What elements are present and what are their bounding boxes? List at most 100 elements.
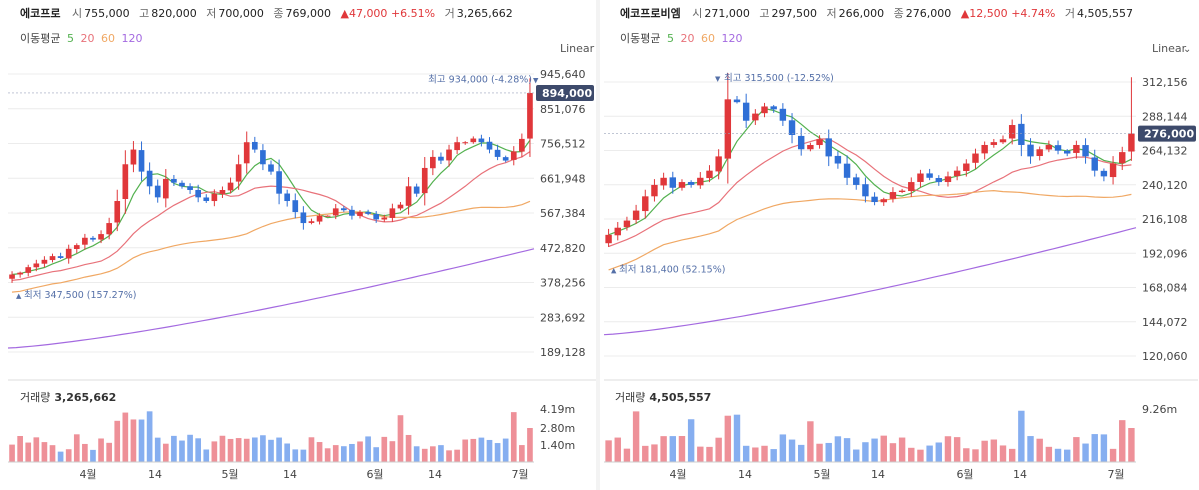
candle-body[interactable]	[251, 141, 258, 150]
candle-body[interactable]	[454, 142, 460, 151]
candle-body[interactable]	[779, 108, 787, 121]
candle-body[interactable]	[1036, 149, 1043, 157]
candle-body[interactable]	[316, 215, 323, 222]
candle-body[interactable]	[90, 237, 96, 240]
candle-body[interactable]	[462, 142, 469, 144]
candle-body[interactable]	[862, 184, 869, 197]
candle-body[interactable]	[807, 144, 814, 150]
candle-body[interactable]	[953, 170, 961, 177]
candle-body[interactable]	[300, 212, 307, 224]
candle-body[interactable]	[1100, 170, 1108, 177]
candle-body[interactable]	[1008, 125, 1016, 139]
candle-body[interactable]	[1119, 152, 1126, 164]
candle-body[interactable]	[678, 182, 686, 188]
candle-body[interactable]	[25, 267, 32, 273]
candle-body[interactable]	[438, 156, 444, 161]
candle-body[interactable]	[752, 113, 759, 121]
candle-body[interactable]	[660, 177, 667, 186]
candle-body[interactable]	[130, 149, 137, 165]
candle-body[interactable]	[171, 178, 177, 183]
candle-body[interactable]	[114, 201, 121, 223]
candle-body[interactable]	[788, 120, 796, 135]
candle-body[interactable]	[972, 153, 979, 163]
candle-body[interactable]	[706, 170, 713, 179]
chevron-down-icon[interactable]: ⌄	[1183, 44, 1192, 55]
candle-body[interactable]	[179, 182, 185, 187]
candle-body[interactable]	[605, 234, 612, 244]
candle-body[interactable]	[527, 92, 533, 139]
candle-body[interactable]	[430, 156, 436, 169]
candle-body[interactable]	[733, 99, 741, 103]
candle-body[interactable]	[944, 176, 952, 183]
candle-body[interactable]	[17, 272, 23, 275]
candle-body[interactable]	[880, 199, 887, 203]
candle-body[interactable]	[1063, 150, 1071, 154]
candle-body[interactable]	[687, 181, 695, 185]
scale-toggle[interactable]: Linear	[560, 42, 595, 55]
candle-body[interactable]	[260, 150, 266, 165]
candle-body[interactable]	[642, 196, 649, 212]
candlestick-chart-ecoprobm[interactable]: 312,156 288,144 264,132 240,120 216,108 192,0…	[600, 0, 1199, 490]
candle-body[interactable]	[33, 263, 40, 268]
candle-body[interactable]	[926, 173, 933, 178]
candle-body[interactable]	[187, 186, 193, 190]
candle-body[interactable]	[651, 184, 658, 197]
candle-body[interactable]	[154, 185, 161, 198]
stock-name[interactable]: 에코프로	[20, 7, 61, 20]
candle-body[interactable]	[834, 155, 842, 164]
candle-body[interactable]	[715, 156, 722, 172]
candle-body[interactable]	[227, 182, 234, 191]
candlestick-chart-ecopro[interactable]: 945,640 851,076 756,512 661,948 567,384 472,8…	[0, 0, 596, 490]
candle-body[interactable]	[770, 106, 777, 110]
candle-body[interactable]	[478, 138, 485, 143]
candle-body[interactable]	[405, 186, 412, 206]
candle-body[interactable]	[1054, 145, 1062, 151]
candle-body[interactable]	[106, 223, 112, 235]
candle-body[interactable]	[623, 220, 631, 228]
candle-body[interactable]	[1045, 144, 1053, 150]
candle-body[interactable]	[917, 173, 924, 182]
candle-body[interactable]	[413, 186, 420, 194]
candle-body[interactable]	[510, 151, 517, 160]
candle-body[interactable]	[494, 149, 501, 157]
candle-body[interactable]	[65, 248, 72, 259]
candle-body[interactable]	[41, 259, 48, 264]
candle-body[interactable]	[276, 171, 282, 194]
candle-body[interactable]	[871, 196, 878, 203]
candle-body[interactable]	[614, 227, 621, 236]
candle-body[interactable]	[162, 178, 169, 199]
candle-body[interactable]	[898, 190, 906, 192]
candle-body[interactable]	[935, 178, 943, 183]
candle-body[interactable]	[816, 139, 823, 146]
candle-body[interactable]	[908, 182, 915, 192]
candle-body[interactable]	[98, 234, 104, 240]
candle-body[interactable]	[632, 210, 640, 220]
candle-body[interactable]	[332, 208, 339, 216]
candle-body[interactable]	[340, 208, 347, 211]
candle-body[interactable]	[742, 102, 750, 121]
stock-name[interactable]: 에코프로비엠	[620, 7, 681, 20]
candle-body[interactable]	[308, 221, 315, 223]
candle-body[interactable]	[235, 164, 242, 182]
candle-body[interactable]	[9, 274, 15, 279]
candle-body[interactable]	[519, 138, 525, 152]
candle-body[interactable]	[1082, 145, 1089, 157]
candle-body[interactable]	[486, 141, 493, 150]
candle-body[interactable]	[243, 142, 250, 164]
candle-body[interactable]	[724, 99, 732, 159]
candle-body[interactable]	[195, 189, 202, 198]
candle-body[interactable]	[324, 215, 331, 217]
candle-body[interactable]	[797, 135, 805, 150]
candle-body[interactable]	[138, 150, 145, 172]
candle-body[interactable]	[389, 208, 396, 218]
candle-body[interactable]	[1027, 144, 1034, 157]
candle-body[interactable]	[49, 256, 56, 261]
candle-body[interactable]	[397, 204, 404, 209]
candle-body[interactable]	[211, 193, 218, 202]
candle-body[interactable]	[981, 144, 988, 154]
candle-body[interactable]	[146, 170, 153, 187]
candle-body[interactable]	[963, 163, 970, 171]
candle-body[interactable]	[1091, 157, 1098, 171]
candle-body[interactable]	[990, 142, 998, 145]
candle-body[interactable]	[122, 164, 129, 200]
